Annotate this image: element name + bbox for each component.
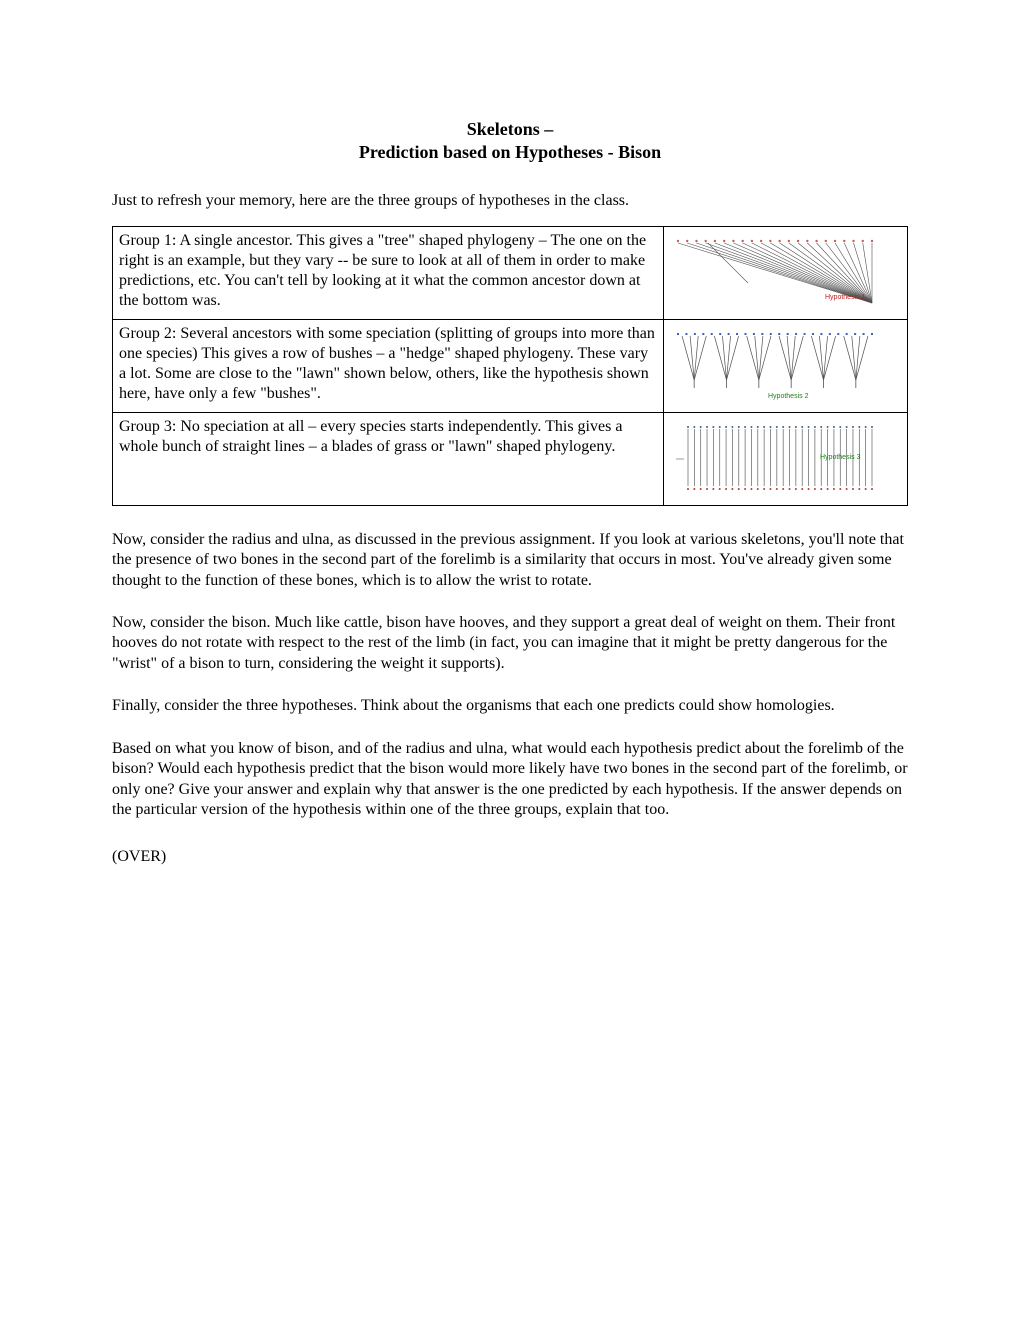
body-paragraph: Now, consider the bison. Much like cattl…	[112, 613, 908, 674]
group-2-figure-cell: Hypothesis 2	[664, 319, 908, 412]
body-paragraph: Based on what you know of bison, and of …	[112, 739, 908, 821]
group-1-text: Group 1: A single ancestor. This gives a…	[113, 226, 664, 319]
body-paragraph: Now, consider the radius and ulna, as di…	[112, 530, 908, 591]
table-row: Group 2: Several ancestors with some spe…	[113, 319, 908, 412]
group-2-text: Group 2: Several ancestors with some spe…	[113, 319, 664, 412]
svg-text:Hypothesis 2: Hypothesis 2	[768, 393, 809, 400]
title-line-1: Skeletons –	[112, 118, 908, 141]
table-row: Group 1: A single ancestor. This gives a…	[113, 226, 908, 319]
lawn-diagram: Hypothesis 3	[670, 419, 880, 499]
table-row: Group 3: No speciation at all – every sp…	[113, 412, 908, 505]
group-1-figure-cell: Hypothesis 1	[664, 226, 908, 319]
title-block: Skeletons – Prediction based on Hypothes…	[112, 118, 908, 165]
body-paragraph: Finally, consider the three hypotheses. …	[112, 696, 908, 716]
hypotheses-table: Group 1: A single ancestor. This gives a…	[112, 226, 908, 506]
intro-paragraph: Just to refresh your memory, here are th…	[112, 191, 908, 212]
group-3-text: Group 3: No speciation at all – every sp…	[113, 412, 664, 505]
title-line-2: Prediction based on Hypotheses - Bison	[112, 141, 908, 164]
page: Skeletons – Prediction based on Hypothes…	[0, 0, 1020, 1320]
group-3-figure-cell: Hypothesis 3	[664, 412, 908, 505]
tree-diagram: Hypothesis 1	[670, 233, 880, 313]
svg-text:Hypothesis 3: Hypothesis 3	[820, 454, 861, 461]
hedge-diagram: Hypothesis 2	[670, 326, 880, 406]
svg-text:Hypothesis 1: Hypothesis 1	[825, 294, 866, 301]
over-indicator: (OVER)	[112, 847, 908, 867]
